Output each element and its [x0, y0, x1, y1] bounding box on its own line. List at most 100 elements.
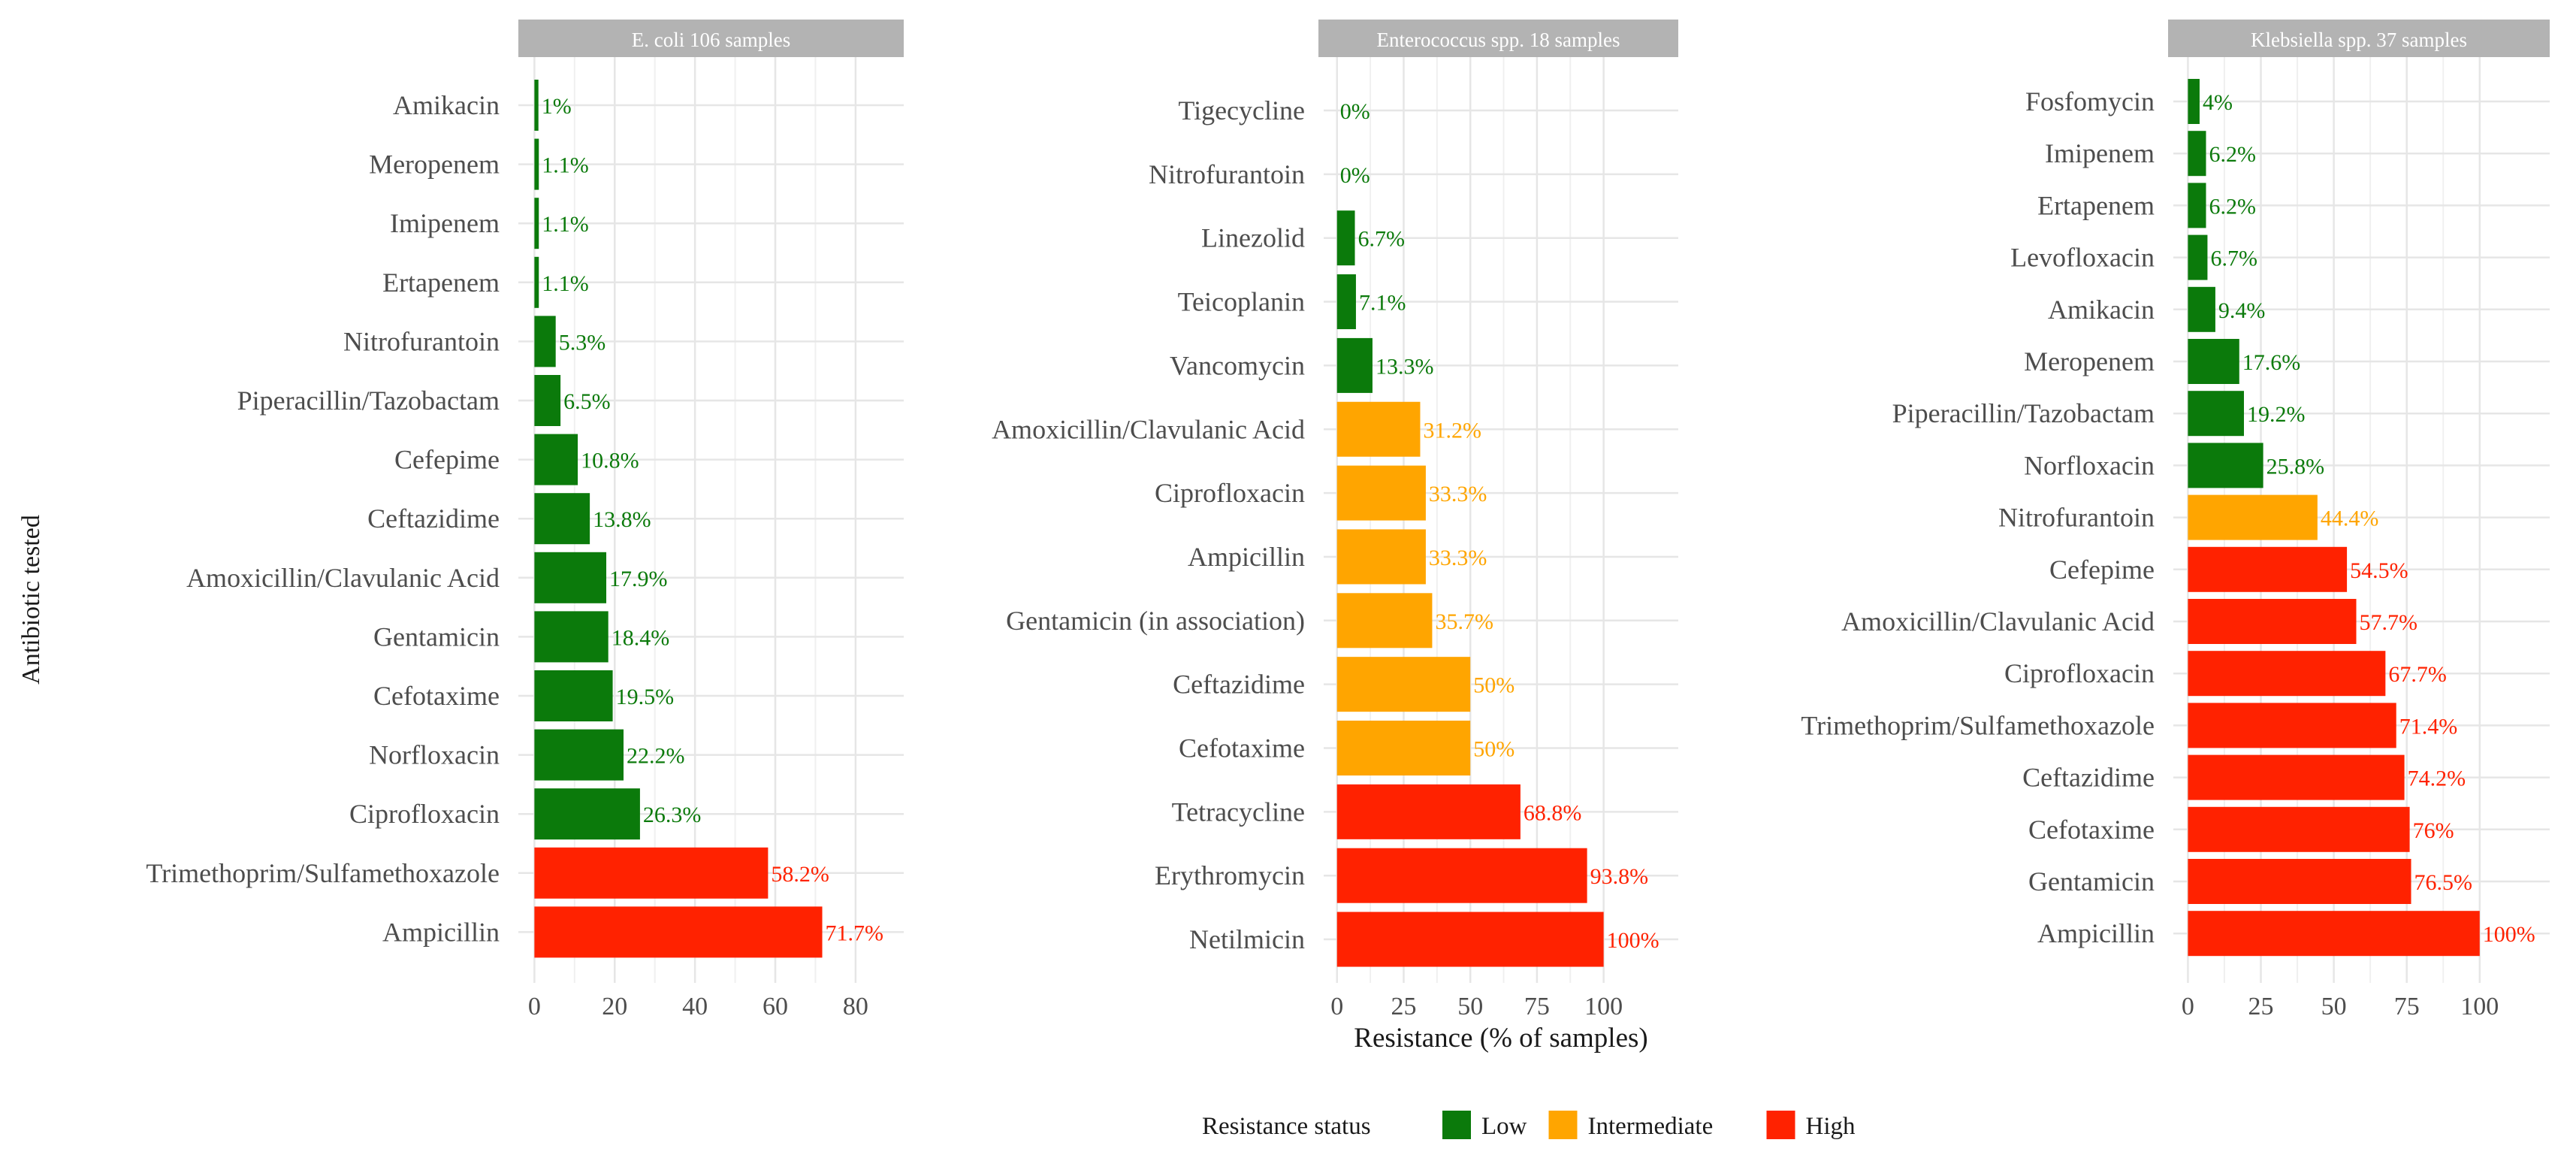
- legend-label-high: High: [1806, 1113, 1856, 1140]
- value-label: 6.7%: [2210, 246, 2257, 271]
- value-label: 1.1%: [542, 271, 589, 296]
- bar-ceftazidime: [1336, 657, 1471, 712]
- bar-ciprofloxacin: [534, 788, 640, 840]
- category-label: Nitrofurantoin: [1998, 503, 2155, 533]
- category-label: Piperacillin/Tazobactam: [1892, 398, 2155, 428]
- value-label: 10.8%: [581, 449, 639, 473]
- facet-strip: [2168, 20, 2550, 57]
- legend-label-low: Low: [1481, 1113, 1527, 1140]
- value-label: 76%: [2413, 818, 2454, 843]
- category-label: Netilmicin: [1189, 924, 1305, 954]
- panel-1: E. coli 106 samples 0 20 40 60 80 1% Amikacin 1.…: [146, 20, 904, 1020]
- category-label: Imipenem: [2045, 138, 2155, 168]
- value-label: 7.1%: [1359, 291, 1406, 316]
- bar-ampicillin: [534, 906, 823, 958]
- bar-teicoplanin: [1336, 274, 1356, 330]
- category-label: Cefotaxime: [1179, 733, 1305, 763]
- value-label: 50%: [1473, 737, 1514, 762]
- bar-amikacin: [2188, 286, 2215, 332]
- value-label: 6.2%: [2209, 142, 2256, 167]
- value-label: 0%: [1340, 163, 1370, 188]
- x-tick-label: 100: [1584, 993, 1623, 1020]
- value-label: 54.5%: [2350, 558, 2408, 583]
- category-label: Levofloxacin: [2010, 243, 2155, 273]
- panel-3: Klebsiella spp. 37 samples 0 25 50 75 100 4% Fo…: [1801, 20, 2550, 1020]
- category-label: Amoxicillin/Clavulanic Acid: [1841, 606, 2155, 636]
- category-label: Fosfomycin: [2025, 86, 2155, 116]
- bar-imipenem: [2188, 131, 2206, 177]
- bar-trimethoprim-sulfamethoxazole: [534, 847, 769, 899]
- category-label: Amikacin: [2048, 295, 2155, 325]
- value-label: 57.7%: [2360, 610, 2418, 635]
- category-label: Ciprofloxacin: [349, 799, 500, 829]
- legend-swatch-high: [1766, 1111, 1795, 1139]
- bar-ertapenem: [2188, 183, 2206, 228]
- bar-ciprofloxacin: [2188, 651, 2386, 697]
- value-label: 50%: [1473, 673, 1514, 698]
- category-label: Trimethoprim/Sulfamethoxazole: [146, 858, 500, 888]
- bar-amoxicillin-clavulanic-acid: [2188, 599, 2357, 644]
- facet-title: E. coli 106 samples: [632, 29, 790, 51]
- bar-gentamicin: [534, 611, 609, 663]
- bar-cefepime: [2188, 546, 2348, 592]
- bar-ciprofloxacin: [1336, 465, 1426, 521]
- category-label: Nitrofurantoin: [343, 326, 500, 356]
- bar-amoxicillin-clavulanic-acid: [534, 552, 607, 603]
- bar-tetracycline: [1336, 784, 1521, 839]
- value-label: 19.5%: [616, 685, 675, 709]
- category-label: Ceftazidime: [2022, 763, 2155, 793]
- x-tick-label: 25: [2248, 993, 2274, 1020]
- category-label: Linezolid: [1201, 223, 1305, 253]
- category-label: Norfloxacin: [369, 740, 500, 770]
- bar-ampicillin: [2188, 911, 2480, 957]
- legend-title: Resistance status: [1202, 1113, 1371, 1140]
- bar-meropenem: [2188, 339, 2239, 384]
- value-label: 13.8%: [593, 507, 651, 532]
- legend: Resistance status Low Intermediate High: [1202, 1111, 1856, 1140]
- bar-amikacin: [534, 80, 539, 131]
- bar-ceftazidime: [2188, 754, 2405, 800]
- bar-nitrofurantoin: [2188, 494, 2318, 540]
- category-label: Gentamicin: [2028, 866, 2155, 896]
- category-label: Amoxicillin/Clavulanic Acid: [186, 563, 500, 593]
- bar-cefotaxime: [534, 670, 613, 721]
- bar-nitrofurantoin: [534, 316, 556, 367]
- value-label: 13.3%: [1376, 354, 1434, 379]
- category-label: Ampicillin: [382, 917, 500, 947]
- value-label: 22.2%: [627, 744, 685, 769]
- category-label: Tigecycline: [1178, 95, 1305, 125]
- bar-trimethoprim-sulfamethoxazole: [2188, 703, 2396, 748]
- category-label: Trimethoprim/Sulfamethoxazole: [1801, 710, 2155, 740]
- x-axis-title: Resistance (% of samples): [1354, 1023, 1647, 1054]
- bar-cefotaxime: [2188, 806, 2410, 852]
- value-label: 19.2%: [2247, 402, 2306, 427]
- value-label: 17.9%: [609, 567, 668, 591]
- x-tick-label: 25: [1391, 993, 1416, 1020]
- value-label: 0%: [1340, 99, 1370, 124]
- value-label: 68.8%: [1524, 800, 1582, 825]
- category-label: Teicoplanin: [1178, 287, 1305, 317]
- bar-erythromycin: [1336, 848, 1587, 903]
- facet-strip: [518, 20, 904, 57]
- facet-title: Klebsiella spp. 37 samples: [2251, 29, 2467, 51]
- category-label: Erythromycin: [1155, 860, 1305, 890]
- bar-norfloxacin: [2188, 443, 2263, 488]
- bar-imipenem: [534, 198, 539, 249]
- value-label: 74.2%: [2408, 766, 2466, 791]
- value-label: 17.6%: [2242, 350, 2301, 375]
- bar-levofloxacin: [2188, 234, 2208, 280]
- value-label: 33.3%: [1429, 546, 1487, 570]
- category-label: Amikacin: [393, 90, 500, 120]
- value-label: 35.7%: [1435, 609, 1493, 634]
- value-label: 6.2%: [2209, 194, 2256, 219]
- value-label: 1%: [542, 94, 572, 119]
- value-label: 44.4%: [2321, 506, 2379, 531]
- bar-fosfomycin: [2188, 79, 2200, 124]
- value-label: 26.3%: [643, 803, 702, 827]
- x-tick-label: 75: [1524, 993, 1550, 1020]
- x-tick-label: 100: [2460, 993, 2499, 1020]
- category-label: Gentamicin (in association): [1006, 606, 1305, 636]
- bar-ceftazidime: [534, 493, 590, 545]
